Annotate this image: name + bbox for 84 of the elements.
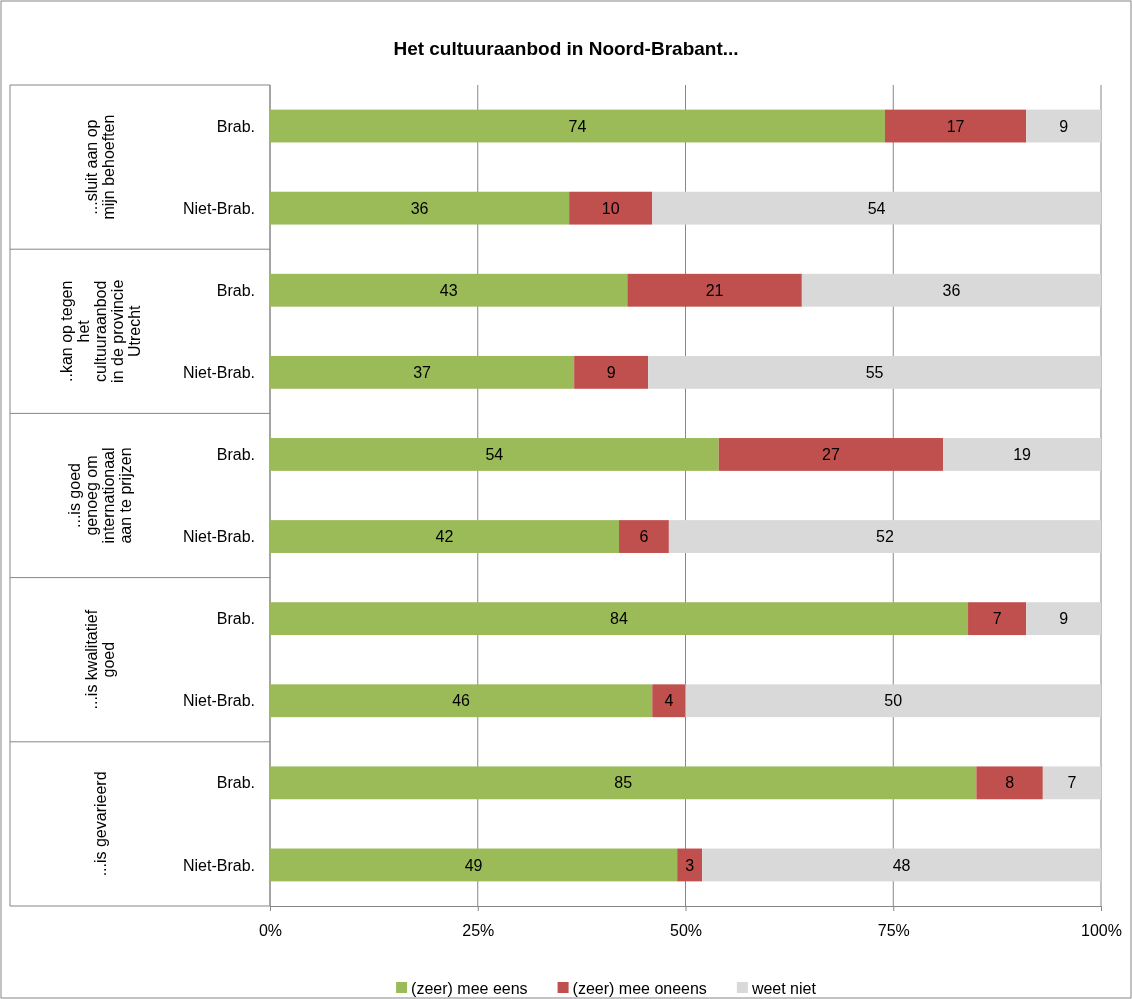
- x-tick-label: 0%: [258, 922, 283, 940]
- data-label: 3: [685, 856, 695, 874]
- bar: [270, 684, 653, 718]
- y-tick-label: Niet-Brab.: [182, 199, 255, 217]
- data-label: 49: [464, 856, 483, 874]
- data-label: 37: [413, 363, 432, 381]
- bar: [943, 438, 1101, 471]
- text: ...is kwalitatief goed: [83, 609, 118, 710]
- data-label: 9: [1059, 117, 1069, 135]
- y-tick-label: Brab.: [216, 610, 255, 628]
- data-label: 4: [664, 692, 674, 710]
- legend-label: (zeer) mee eens: [411, 979, 528, 997]
- bar: [652, 191, 1101, 225]
- bar: [976, 766, 1043, 800]
- legend-label: (zeer) mee oneens: [572, 979, 707, 997]
- data-label: 55: [865, 363, 884, 381]
- bar: [270, 109, 885, 143]
- bar: [619, 520, 669, 553]
- data-label: 7: [992, 610, 1002, 628]
- data-label: 85: [614, 774, 633, 792]
- data-label: 74: [568, 117, 587, 135]
- x-tick-label: 50%: [669, 922, 703, 940]
- bar: [884, 109, 1027, 143]
- bar: [574, 355, 649, 389]
- data-label: 50: [884, 692, 903, 710]
- data-label: 36: [942, 281, 961, 299]
- x-tick-label: 100%: [1081, 922, 1122, 940]
- data-label: 17: [946, 117, 965, 135]
- data-label: 84: [610, 610, 629, 628]
- data-label: 27: [822, 446, 840, 464]
- data-label: 19: [1013, 446, 1032, 464]
- bar: [627, 273, 802, 307]
- y-tick-label: Niet-Brab.: [182, 856, 255, 874]
- bar: [652, 684, 686, 718]
- data-label: 46: [452, 692, 471, 710]
- data-label: 9: [606, 363, 616, 381]
- bar: [677, 848, 703, 882]
- bar: [270, 355, 575, 389]
- bar: [648, 355, 1101, 389]
- bar: [270, 191, 570, 225]
- bar: [668, 520, 1101, 553]
- bar: [1026, 602, 1101, 636]
- data-label: 10: [601, 199, 620, 217]
- x-tick-label: 75%: [877, 922, 910, 940]
- data-label: 9: [1059, 610, 1069, 628]
- bar: [270, 766, 977, 800]
- data-label: 36: [410, 199, 429, 217]
- y-tick-label: Brab.: [216, 281, 255, 299]
- data-label: 7: [1067, 774, 1077, 792]
- y-tick-label: Niet-Brab.: [182, 528, 255, 546]
- data-label: 54: [867, 199, 886, 217]
- bar: [702, 848, 1101, 882]
- text: ...is goed genoeg om internationaal aan te prijzen: [66, 447, 135, 544]
- data-label: 54: [485, 446, 504, 464]
- data-label: 48: [892, 856, 911, 874]
- bar: [685, 684, 1101, 718]
- data-label: 8: [1005, 774, 1015, 792]
- data-label: 42: [435, 528, 454, 546]
- y-tick-label: Niet-Brab.: [182, 363, 255, 381]
- bar: [1042, 766, 1101, 800]
- data-label: 6: [639, 528, 649, 546]
- bar: [569, 191, 653, 225]
- data-label: 52: [876, 528, 894, 546]
- bar: [718, 438, 944, 471]
- y-tick-label: Niet-Brab.: [182, 692, 255, 710]
- text: ...sluit aan op mijn behoeften: [83, 114, 118, 220]
- y-tick-label: Brab.: [216, 446, 255, 464]
- bar: [270, 273, 628, 307]
- x-tick-label: 25%: [462, 922, 495, 940]
- bar: [270, 848, 678, 882]
- text: ..kan op tegen het cultuuraanbod in de provincie Utrecht: [57, 279, 143, 383]
- bar: [1026, 109, 1101, 143]
- y-tick-label: Brab.: [216, 774, 255, 792]
- bar: [801, 273, 1101, 307]
- bar: [270, 602, 969, 636]
- bar: [270, 438, 719, 471]
- bar: [270, 520, 620, 553]
- y-tick-label: Brab.: [216, 117, 255, 135]
- data-label: 43: [439, 281, 458, 299]
- chart-title: Het cultuuraanbod in Noord-Brabant...: [393, 38, 739, 59]
- legend-label: weet niet: [750, 979, 817, 997]
- bar: [968, 602, 1027, 636]
- data-label: 21: [705, 281, 724, 299]
- text: ...is gevarieerd: [91, 771, 109, 877]
